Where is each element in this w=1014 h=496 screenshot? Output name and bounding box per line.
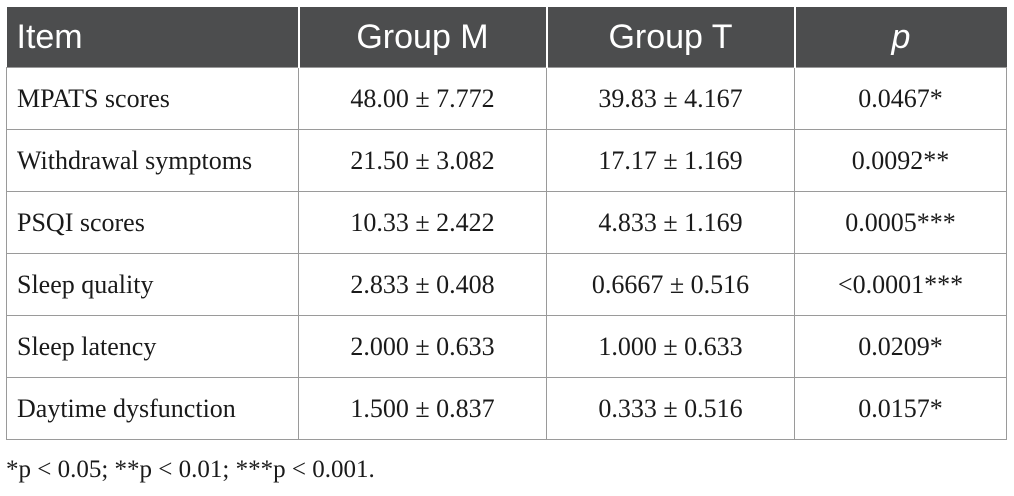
cell-item: PSQI scores [6, 191, 299, 254]
header-item: Item [6, 7, 300, 68]
table-row: Sleep quality 2.833 ± 0.408 0.6667 ± 0.5… [6, 253, 1007, 316]
table-row: Sleep latency 2.000 ± 0.633 1.000 ± 0.63… [6, 315, 1007, 378]
cell-p: <0.0001*** [794, 253, 1007, 316]
cell-p: 0.0005*** [794, 191, 1007, 254]
cell-group-m: 1.500 ± 0.837 [298, 377, 547, 440]
cell-group-t: 39.83 ± 4.167 [546, 67, 795, 130]
table-header: Item Group M Group T p [6, 7, 1007, 68]
header-group-t: Group T [546, 7, 796, 68]
cell-item: Daytime dysfunction [6, 377, 299, 440]
cell-item: Withdrawal symptoms [6, 129, 299, 192]
cell-group-t: 1.000 ± 0.633 [546, 315, 795, 378]
cell-p: 0.0157* [794, 377, 1007, 440]
table-footnote: *p < 0.05; **p < 0.01; ***p < 0.001. [6, 456, 375, 483]
cell-p: 0.0092** [794, 129, 1007, 192]
table-row: Withdrawal symptoms 21.50 ± 3.082 17.17 … [6, 129, 1007, 192]
cell-group-m: 2.000 ± 0.633 [298, 315, 547, 378]
cell-p: 0.0209* [794, 315, 1007, 378]
header-group-m: Group M [298, 7, 548, 68]
cell-item: MPATS scores [6, 67, 299, 130]
cell-group-m: 2.833 ± 0.408 [298, 253, 547, 316]
cell-item: Sleep latency [6, 315, 299, 378]
cell-p: 0.0467* [794, 67, 1007, 130]
cell-group-m: 21.50 ± 3.082 [298, 129, 547, 192]
cell-group-m: 10.33 ± 2.422 [298, 191, 547, 254]
cell-group-t: 17.17 ± 1.169 [546, 129, 795, 192]
cell-group-t: 0.333 ± 0.516 [546, 377, 795, 440]
table-row: MPATS scores 48.00 ± 7.772 39.83 ± 4.167… [6, 67, 1007, 130]
cell-group-t: 0.6667 ± 0.516 [546, 253, 795, 316]
table-row: Daytime dysfunction 1.500 ± 0.837 0.333 … [6, 377, 1007, 440]
data-table: Item Group M Group T p MPATS scores 48.0… [6, 7, 1007, 440]
table-row: PSQI scores 10.33 ± 2.422 4.833 ± 1.169 … [6, 191, 1007, 254]
table-body: MPATS scores 48.00 ± 7.772 39.83 ± 4.167… [6, 67, 1007, 440]
cell-group-t: 4.833 ± 1.169 [546, 191, 795, 254]
header-p: p [794, 7, 1007, 68]
cell-item: Sleep quality [6, 253, 299, 316]
data-table-container: Item Group M Group T p MPATS scores 48.0… [6, 7, 1007, 440]
cell-group-m: 48.00 ± 7.772 [298, 67, 547, 130]
